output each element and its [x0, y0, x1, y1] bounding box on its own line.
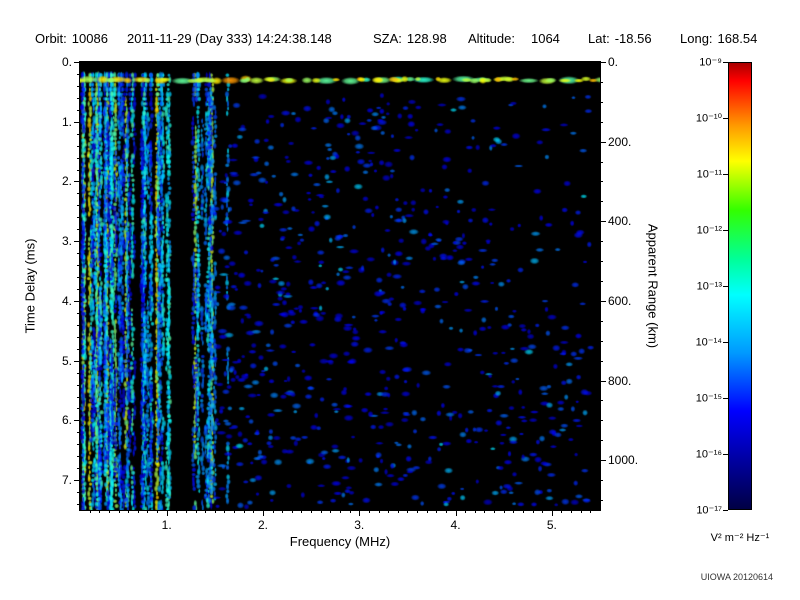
orbit-field: Orbit: 10086	[35, 31, 108, 46]
altitude-field: Altitude: 1064	[468, 31, 560, 46]
altitude-value: 1064	[530, 31, 560, 46]
x-tick-label: 4.	[450, 518, 461, 532]
colorbar-tick-label: 10⁻¹⁷	[696, 504, 722, 517]
longitude-field: Long: 168.54	[680, 31, 757, 46]
colorbar-tick-label: 10⁻¹⁶	[695, 448, 722, 461]
datetime-field: 2011-11-29 (Day 333) 14:24:38.148	[127, 31, 332, 46]
y-right-tick-label: 800.	[608, 373, 632, 388]
y-right-tick-label: 600.	[608, 293, 632, 308]
y-left-tick-label: 7.	[61, 473, 72, 488]
x-tick-label: 1.	[161, 518, 172, 532]
orbit-value: 10086	[71, 31, 108, 46]
latitude-label: Lat:	[588, 31, 610, 46]
colorbar-tick-label: 10⁻¹⁰	[695, 112, 722, 125]
colorbar-tick-label: 10⁻¹⁵	[695, 392, 722, 405]
longitude-label: Long:	[680, 31, 713, 46]
sza-field: SZA: 128.98	[373, 31, 447, 46]
altitude-label: Altitude:	[468, 31, 515, 46]
colorbar-unit-label: V² m⁻² Hz⁻¹	[710, 532, 770, 544]
longitude-value: 168.54	[717, 31, 758, 46]
header-info: Orbit: 10086 2011-11-29 (Day 333) 14:24:3…	[0, 31, 800, 47]
y-left-tick-label: 1.	[61, 114, 72, 129]
y-left-tick-label: 4.	[61, 293, 72, 308]
spectrogram-canvas	[80, 62, 600, 510]
x-tick-label: 5.	[546, 518, 557, 532]
y-right-tick-label: 0.	[608, 55, 619, 69]
y-axis-title-right: Apparent Range (km)	[645, 223, 661, 349]
colorbar-tick-label: 10⁻¹³	[696, 280, 722, 293]
latitude-value: -18.56	[614, 31, 652, 46]
y-left-tick-label: 3.	[61, 234, 72, 249]
spectrogram-plot	[79, 61, 601, 511]
orbit-label: Orbit:	[35, 31, 67, 46]
sza-label: SZA:	[373, 31, 402, 46]
y-right-tick-label: 200.	[608, 134, 632, 149]
x-tick-label: 3.	[354, 518, 365, 532]
sza-value: 128.98	[406, 31, 447, 46]
x-axis-title: Frequency (MHz)	[289, 534, 391, 549]
colorbar	[728, 62, 752, 510]
credit-text: UIOWA 20120614	[700, 572, 773, 582]
colorbar-tick-label: 10⁻¹²	[696, 224, 722, 237]
colorbar-tick-label: 10⁻⁹	[699, 56, 722, 69]
y-left-tick-label: 5.	[61, 353, 72, 368]
y-left-tick-label: 6.	[61, 413, 72, 428]
y-left-tick-label: 2.	[61, 174, 72, 189]
y-left-tick-label: 0.	[61, 55, 72, 69]
x-tick-label: 2.	[257, 518, 268, 532]
y-axis-title-left: Time Delay (ms)	[22, 238, 38, 334]
y-right-tick-label: 1000.	[608, 453, 639, 468]
datetime-value: 2011-11-29 (Day 333) 14:24:38.148	[127, 31, 332, 46]
y-right-tick-label: 400.	[608, 214, 632, 229]
colorbar-tick-label: 10⁻¹¹	[696, 168, 722, 181]
latitude-field: Lat: -18.56	[588, 31, 652, 46]
colorbar-tick-label: 10⁻¹⁴	[695, 336, 722, 349]
